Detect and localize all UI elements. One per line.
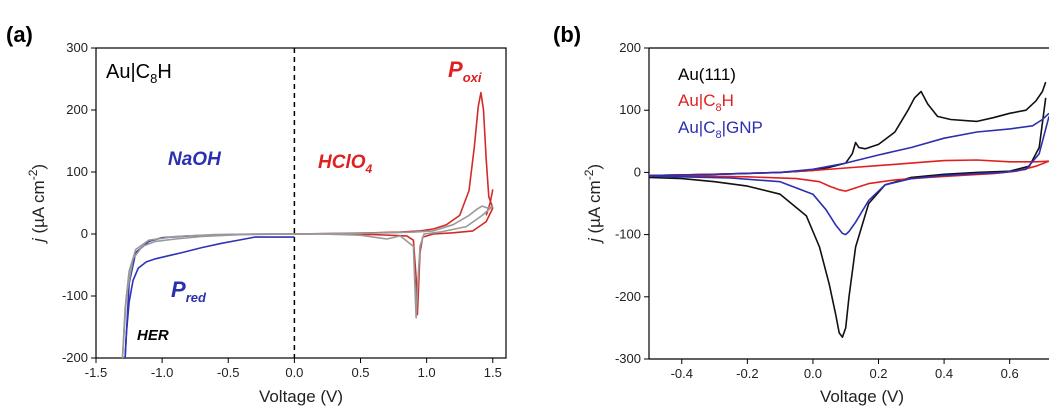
panel-b-ylabel-exp: -2 bbox=[582, 169, 596, 180]
annotation-hclo4: HClO4 bbox=[318, 152, 373, 176]
legend-au-c8h-tail: H bbox=[722, 91, 734, 110]
legend-au-c8-gnp-tail: |GNP bbox=[722, 118, 763, 137]
panel-a-x-tick-label: -0.5 bbox=[217, 365, 239, 380]
panel-a-x-tick-label: 0.5 bbox=[351, 365, 369, 380]
panel-a-y-tick-label: 300 bbox=[66, 40, 88, 55]
legend-entry-au111: Au(111) bbox=[678, 65, 736, 84]
panel-b-series-line bbox=[648, 112, 1049, 177]
panel-b-x-tick-label: 0.4 bbox=[935, 366, 953, 381]
panel-b-series-line bbox=[648, 81, 1047, 177]
panel-a-y-tick-label: 200 bbox=[66, 102, 88, 117]
panel-b-y-tick-label: 100 bbox=[619, 102, 641, 117]
annotation-sample-main: Au|C bbox=[106, 61, 150, 83]
annotation-sample-a: Au|C8H bbox=[106, 61, 172, 86]
panel-a-y-axis-label: j (µA cm-2) bbox=[26, 164, 48, 244]
annotation-poxi: Poxi bbox=[448, 57, 482, 85]
panel-a-curves bbox=[121, 91, 494, 359]
panel-a-x-tick-label: 0.0 bbox=[285, 365, 303, 380]
annotation-hclo4-sub: 4 bbox=[365, 162, 373, 176]
panel-a-ylabel-j: j bbox=[29, 237, 48, 244]
panel-b-x-tick-label: 0.0 bbox=[804, 366, 822, 381]
panel-b-ylabel-close: ) bbox=[585, 164, 604, 170]
panel-b-y-axis-label: j (µA cm-2) bbox=[582, 164, 604, 244]
panel-a-y-tick-label: -200 bbox=[62, 350, 88, 365]
legend-au111-main: Au(111) bbox=[678, 65, 736, 84]
annotation-pred-sub: red bbox=[186, 290, 207, 305]
legend-entry-au-c8-gnp: Au|C8|GNP bbox=[678, 118, 763, 141]
annotation-pred: Pred bbox=[171, 277, 207, 305]
panel-a-series-line bbox=[121, 233, 295, 359]
panel-b-series-line bbox=[648, 116, 1049, 236]
legend-entry-au-c8h: Au|C8H bbox=[678, 91, 734, 114]
panel-b-x-ticks: -0.4 -0.2 0.0 0.2 0.4 0.6 bbox=[671, 359, 1019, 381]
panel-b-ylabel-j: j bbox=[585, 237, 604, 244]
panel-b-y-ticks: -300 -200 -100 0 100 200 bbox=[615, 40, 649, 366]
panel-b-series-line bbox=[648, 160, 1049, 192]
panel-a-y-tick-label: 0 bbox=[81, 226, 88, 241]
panel-b-y-tick-label: 200 bbox=[619, 40, 641, 55]
panel-a-plot-frame bbox=[95, 47, 507, 359]
panel-b-curves bbox=[648, 81, 1049, 338]
panel-a-y-tick-label: -100 bbox=[62, 288, 88, 303]
annotation-her: HER bbox=[137, 327, 169, 344]
annotation-sample-tail: H bbox=[157, 61, 171, 83]
panel-a-x-tick-label: -1.0 bbox=[151, 365, 173, 380]
panel-a-y-tick-label: 100 bbox=[66, 164, 88, 179]
panel-a-series-line bbox=[294, 207, 494, 316]
panel-b-letter: (b) bbox=[553, 22, 581, 47]
panel-b-y-tick-label: -200 bbox=[615, 289, 641, 304]
annotation-hclo4-main: HClO bbox=[318, 152, 366, 173]
panel-a: (a) -1.5 -1.0 -0.5 0.0 0.5 1.0 1.5 -200 -100 0 10… bbox=[6, 22, 507, 406]
panel-a-ylabel-exp: -2 bbox=[26, 169, 40, 180]
annotation-naoh: NaOH bbox=[168, 149, 222, 170]
panel-a-x-ticks: -1.5 -1.0 -0.5 0.0 0.5 1.0 1.5 bbox=[85, 358, 502, 380]
panel-b-legend: Au(111) Au|C8H Au|C8|GNP bbox=[678, 65, 763, 141]
panel-a-series-line bbox=[294, 205, 494, 319]
panel-b-x-tick-label: -0.2 bbox=[736, 366, 758, 381]
annotation-poxi-sub: oxi bbox=[463, 70, 482, 85]
annotation-poxi-main: P bbox=[448, 57, 463, 82]
panel-a-series-line bbox=[124, 236, 295, 359]
panel-a-x-axis-label: Voltage (V) bbox=[259, 387, 343, 406]
panel-b-y-tick-label: 0 bbox=[634, 164, 641, 179]
panel-b-ylabel-unit: (µA cm bbox=[585, 180, 604, 238]
panel-b: (b) -0.4 -0.2 0.0 0.2 0.4 0.6 -300 -200 -100 0 10… bbox=[553, 22, 1049, 406]
annotation-sample-sub: 8 bbox=[150, 71, 157, 86]
panel-a-series-line bbox=[294, 205, 494, 235]
panel-b-series-line bbox=[648, 97, 1047, 338]
panel-b-x-tick-label: 0.2 bbox=[869, 366, 887, 381]
legend-au-c8h-sub: 8 bbox=[716, 102, 722, 114]
panel-a-ylabel-close: ) bbox=[29, 164, 48, 170]
annotation-pred-main: P bbox=[171, 277, 186, 302]
panel-a-x-tick-label: -1.5 bbox=[85, 365, 107, 380]
panel-b-y-tick-label: -300 bbox=[615, 351, 641, 366]
panel-a-x-tick-label: 1.5 bbox=[484, 365, 502, 380]
legend-au-c8-gnp-sub: 8 bbox=[716, 129, 722, 141]
panel-a-letter: (a) bbox=[6, 22, 33, 47]
panel-b-x-tick-label: 0.6 bbox=[1001, 366, 1019, 381]
legend-au-c8h-main: Au|C bbox=[678, 91, 716, 110]
panel-b-x-tick-label: -0.4 bbox=[671, 366, 693, 381]
panel-a-ylabel-unit: (µA cm bbox=[29, 180, 48, 238]
legend-au-c8-gnp-main: Au|C bbox=[678, 118, 716, 137]
panel-b-x-axis-label: Voltage (V) bbox=[820, 387, 904, 406]
panel-a-x-tick-label: 1.0 bbox=[418, 365, 436, 380]
panel-b-y-tick-label: -100 bbox=[615, 227, 641, 242]
panel-a-y-ticks: -200 -100 0 100 200 300 bbox=[62, 40, 96, 365]
